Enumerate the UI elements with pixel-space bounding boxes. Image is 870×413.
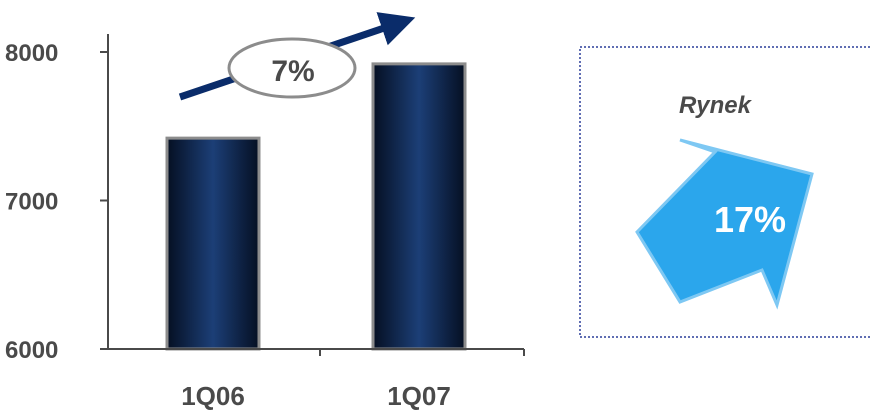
x-category-label: 1Q07 [387,381,451,411]
market-value: 17% [714,199,786,240]
market-panel: Rynek 17% [579,46,870,338]
x-category-label: 1Q06 [181,381,245,411]
bar-1Q07 [371,62,467,351]
market-box [579,46,870,338]
growth-indicator: 7% [178,12,416,101]
bars-layer [165,62,467,351]
axes-layer [107,34,524,350]
y-tick-label: 6000 [5,337,58,364]
y-tick-label: 8000 [5,40,58,67]
market-title: Rynek [679,92,753,119]
bar-1Q06 [165,136,261,351]
categories-layer: 1Q06 1Q07 [181,381,451,411]
market-arrow-shape [635,138,814,310]
growth-ellipse [227,37,357,99]
y-tick-label: 7000 [5,189,58,216]
ticks-layer: 6000 7000 8000 [5,40,525,364]
growth-label: 7% [271,55,314,88]
